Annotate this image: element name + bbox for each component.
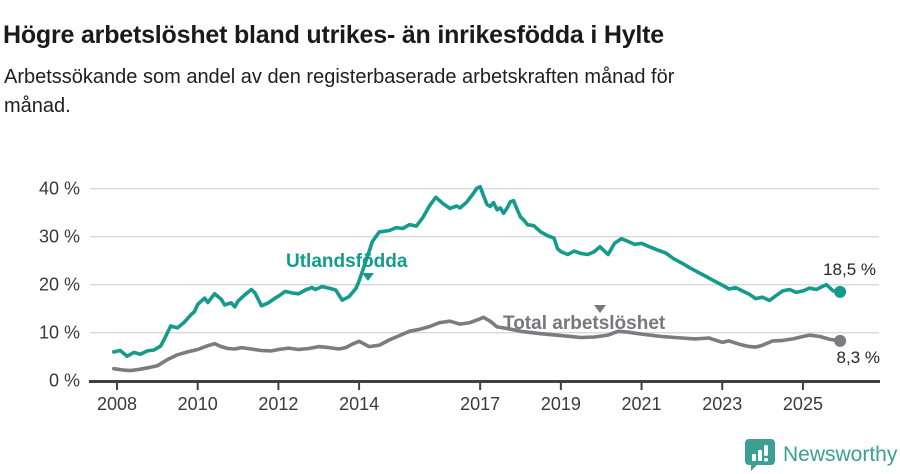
x-tick-label: 2014 <box>339 394 379 414</box>
chart-subtitle-line2: månad. <box>4 95 71 117</box>
y-tick-label: 10 % <box>39 323 80 343</box>
series-line <box>112 185 842 359</box>
series-end-dot <box>834 334 847 347</box>
y-gridlines <box>90 188 879 334</box>
end-value-label-total: 8,3 % <box>836 348 880 367</box>
x-tick-label: 2023 <box>702 394 742 414</box>
label-pointer-down-icon <box>594 305 606 313</box>
x-tick-label: 2017 <box>460 394 500 414</box>
series-end-dots <box>834 285 847 347</box>
x-tick-label: 2012 <box>258 394 298 414</box>
x-tick-label: 2019 <box>541 394 581 414</box>
newsworthy-bubble-chart-icon <box>745 439 775 471</box>
newsworthy-logo: Newsworthy <box>744 438 897 471</box>
y-tick-label: 20 % <box>39 275 80 295</box>
series-end-dot <box>834 285 847 298</box>
x-tick-label: 2010 <box>178 394 218 414</box>
series-label-total-arbetsloshet: Total arbetslöshet <box>503 313 666 334</box>
series-label-utlandsfodda: Utlandsfödda <box>286 251 408 272</box>
chart-subtitle-line1: Arbetssökande som andel av den registerb… <box>4 66 675 88</box>
y-axis-labels: 0 % 10 % 20 % 30 % 40 % <box>39 179 80 391</box>
page-title: Högre arbetslöshet bland utrikes- än inr… <box>3 20 664 49</box>
x-tick-label: 2021 <box>622 394 662 414</box>
series-line <box>112 315 842 373</box>
y-tick-label: 30 % <box>39 227 80 247</box>
x-axis-labels: 2008 2010 2012 2014 2017 2019 2021 2023 2025 <box>97 394 823 414</box>
x-tick-label: 2025 <box>783 394 823 414</box>
series-lines <box>112 185 842 373</box>
newsworthy-logo-text: Newsworthy <box>783 442 898 466</box>
label-pointer-down-icon <box>362 273 374 281</box>
x-tick-label: 2008 <box>97 394 137 414</box>
end-value-label-utlandsfodda: 18,5 % <box>823 260 876 279</box>
y-tick-label: 0 % <box>49 371 80 391</box>
y-tick-label: 40 % <box>39 179 80 199</box>
x-axis <box>89 380 880 390</box>
